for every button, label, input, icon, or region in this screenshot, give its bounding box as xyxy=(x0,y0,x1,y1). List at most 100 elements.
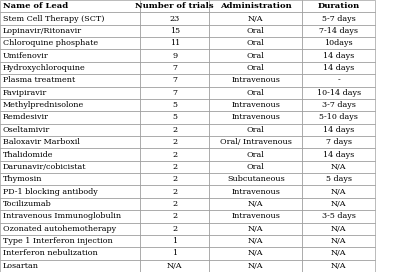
Bar xyxy=(209,235,302,247)
Text: N/A: N/A xyxy=(248,249,263,258)
Text: 2: 2 xyxy=(172,212,177,220)
Text: 2: 2 xyxy=(172,138,177,146)
Text: 5-7 days: 5-7 days xyxy=(322,14,356,23)
Text: Number of trials: Number of trials xyxy=(135,2,214,10)
Bar xyxy=(302,25,375,37)
Text: 11: 11 xyxy=(170,39,180,47)
Bar xyxy=(140,173,209,186)
Bar xyxy=(302,37,375,50)
Bar xyxy=(209,25,302,37)
Text: 2: 2 xyxy=(172,150,177,159)
Bar xyxy=(140,136,209,148)
Text: Intravenous Immunoglobulin: Intravenous Immunoglobulin xyxy=(3,212,121,220)
Bar xyxy=(302,198,375,210)
Text: Oral: Oral xyxy=(247,126,265,134)
Text: Oral: Oral xyxy=(247,150,265,159)
Bar xyxy=(209,0,302,12)
Text: 3-5 days: 3-5 days xyxy=(322,212,356,220)
Text: Lopinavir/Ritonavir: Lopinavir/Ritonavir xyxy=(3,27,82,35)
Text: Oral: Oral xyxy=(247,64,265,72)
Bar xyxy=(0,235,140,247)
Bar xyxy=(0,124,140,136)
Bar xyxy=(209,99,302,111)
Text: Oral: Oral xyxy=(247,52,265,60)
Bar xyxy=(0,37,140,50)
Text: 9: 9 xyxy=(172,52,177,60)
Bar xyxy=(140,86,209,99)
Bar xyxy=(302,148,375,161)
Text: N/A: N/A xyxy=(331,237,346,245)
Bar xyxy=(140,37,209,50)
Bar xyxy=(140,74,209,86)
Bar xyxy=(140,99,209,111)
Text: Remdesivir: Remdesivir xyxy=(3,113,49,122)
Text: -: - xyxy=(337,76,340,84)
Text: 2: 2 xyxy=(172,188,177,196)
Bar xyxy=(140,198,209,210)
Text: Intravenous: Intravenous xyxy=(231,76,280,84)
Bar xyxy=(302,173,375,186)
Text: 2: 2 xyxy=(172,126,177,134)
Text: 14 days: 14 days xyxy=(323,52,354,60)
Bar xyxy=(209,124,302,136)
Bar xyxy=(302,99,375,111)
Text: Plasma treatment: Plasma treatment xyxy=(3,76,75,84)
Bar xyxy=(0,186,140,198)
Text: N/A: N/A xyxy=(248,200,263,208)
Bar xyxy=(302,124,375,136)
Text: Oral/ Intravenous: Oral/ Intravenous xyxy=(220,138,292,146)
Bar xyxy=(140,210,209,222)
Text: 2: 2 xyxy=(172,175,177,183)
Text: N/A: N/A xyxy=(331,163,346,171)
Text: N/A: N/A xyxy=(248,237,263,245)
Text: 23: 23 xyxy=(170,14,180,23)
Text: Oral: Oral xyxy=(247,89,265,97)
Bar xyxy=(0,136,140,148)
Text: Darunavir/cobicistat: Darunavir/cobicistat xyxy=(3,163,86,171)
Text: 7: 7 xyxy=(172,76,177,84)
Bar xyxy=(209,161,302,173)
Bar xyxy=(0,260,140,272)
Text: 7: 7 xyxy=(172,89,177,97)
Text: 2: 2 xyxy=(172,163,177,171)
Bar xyxy=(140,186,209,198)
Text: Ozonated autohemotherapy: Ozonated autohemotherapy xyxy=(3,225,116,233)
Text: Hydroxychloroquine: Hydroxychloroquine xyxy=(3,64,85,72)
Bar xyxy=(302,86,375,99)
Bar xyxy=(302,50,375,62)
Text: Oral: Oral xyxy=(247,163,265,171)
Text: N/A: N/A xyxy=(248,14,263,23)
Bar xyxy=(302,74,375,86)
Bar xyxy=(209,86,302,99)
Text: 14 days: 14 days xyxy=(323,64,354,72)
Bar xyxy=(209,260,302,272)
Bar xyxy=(302,210,375,222)
Bar xyxy=(140,124,209,136)
Text: N/A: N/A xyxy=(331,262,346,270)
Text: 7: 7 xyxy=(172,64,177,72)
Text: Intravenous: Intravenous xyxy=(231,101,280,109)
Text: Type 1 Interferon injection: Type 1 Interferon injection xyxy=(3,237,113,245)
Text: Subcutaneous: Subcutaneous xyxy=(227,175,285,183)
Bar xyxy=(140,111,209,124)
Text: 14 days: 14 days xyxy=(323,150,354,159)
Bar xyxy=(302,111,375,124)
Text: Duration: Duration xyxy=(318,2,360,10)
Text: Name of Lead: Name of Lead xyxy=(3,2,68,10)
Text: Administration: Administration xyxy=(220,2,292,10)
Text: Umifenovir: Umifenovir xyxy=(3,52,49,60)
Text: N/A: N/A xyxy=(331,225,346,233)
Bar xyxy=(302,186,375,198)
Bar xyxy=(0,247,140,260)
Bar xyxy=(209,74,302,86)
Bar xyxy=(0,161,140,173)
Bar xyxy=(302,0,375,12)
Bar xyxy=(140,148,209,161)
Bar xyxy=(209,148,302,161)
Text: 1: 1 xyxy=(172,249,177,258)
Text: Oseltamivir: Oseltamivir xyxy=(3,126,50,134)
Bar xyxy=(0,0,140,12)
Bar xyxy=(209,186,302,198)
Bar xyxy=(209,210,302,222)
Bar xyxy=(302,62,375,74)
